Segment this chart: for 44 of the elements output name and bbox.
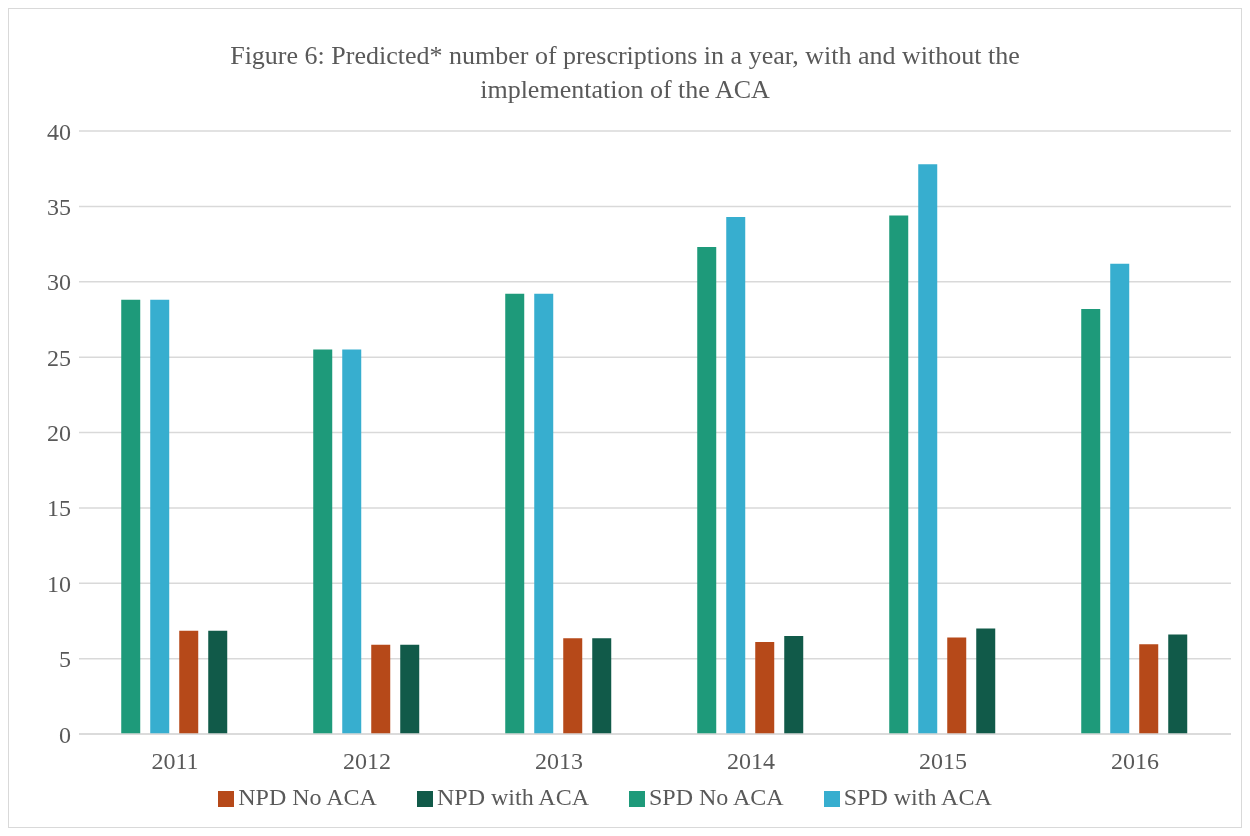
bar bbox=[755, 642, 775, 734]
y-tick-label: 15 bbox=[47, 495, 71, 522]
x-tick-label: 2014 bbox=[727, 748, 775, 775]
bar bbox=[371, 644, 391, 734]
bar bbox=[918, 164, 938, 734]
x-tick-label: 2015 bbox=[919, 748, 967, 775]
bar bbox=[505, 293, 525, 734]
bar bbox=[208, 630, 228, 734]
bar bbox=[313, 349, 333, 734]
bar bbox=[342, 349, 362, 734]
bar bbox=[1168, 634, 1188, 734]
chart-title: Figure 6: Predicted* number of prescriptions in a year, with and without the implementation of the ACA bbox=[229, 40, 1021, 106]
bar bbox=[534, 293, 554, 734]
bar bbox=[592, 638, 612, 734]
x-tick-label: 2011 bbox=[151, 748, 199, 775]
y-tick-label: 30 bbox=[47, 269, 71, 296]
x-tick-label: 2013 bbox=[535, 748, 583, 775]
bar bbox=[121, 299, 141, 734]
bar bbox=[889, 215, 909, 734]
bar bbox=[697, 247, 717, 734]
y-tick-label: 0 bbox=[59, 721, 71, 748]
y-tick-label: 25 bbox=[47, 344, 71, 371]
bar bbox=[1081, 308, 1101, 734]
y-tick-label: 5 bbox=[59, 646, 71, 673]
bar bbox=[150, 299, 170, 734]
bar bbox=[1139, 644, 1159, 734]
legend-label: NPD No ACA bbox=[238, 784, 377, 810]
legend-label: SPD No ACA bbox=[648, 784, 784, 810]
bar bbox=[563, 638, 583, 734]
x-tick-label: 2016 bbox=[1111, 748, 1159, 775]
y-tick-label: 40 bbox=[47, 118, 71, 145]
y-tick-label: 20 bbox=[47, 420, 71, 447]
bar bbox=[947, 637, 967, 734]
x-tick-label: 2012 bbox=[343, 748, 391, 775]
bar bbox=[1110, 263, 1130, 734]
bar bbox=[179, 630, 199, 734]
bar bbox=[726, 216, 746, 734]
y-tick-label: 35 bbox=[47, 193, 71, 220]
bar bbox=[400, 644, 420, 734]
legend-label: SPD with ACA bbox=[843, 784, 992, 810]
bar bbox=[976, 628, 996, 734]
legend-label: NPD with ACA bbox=[436, 784, 589, 810]
y-tick-label: 10 bbox=[47, 570, 71, 597]
bar bbox=[784, 636, 804, 734]
